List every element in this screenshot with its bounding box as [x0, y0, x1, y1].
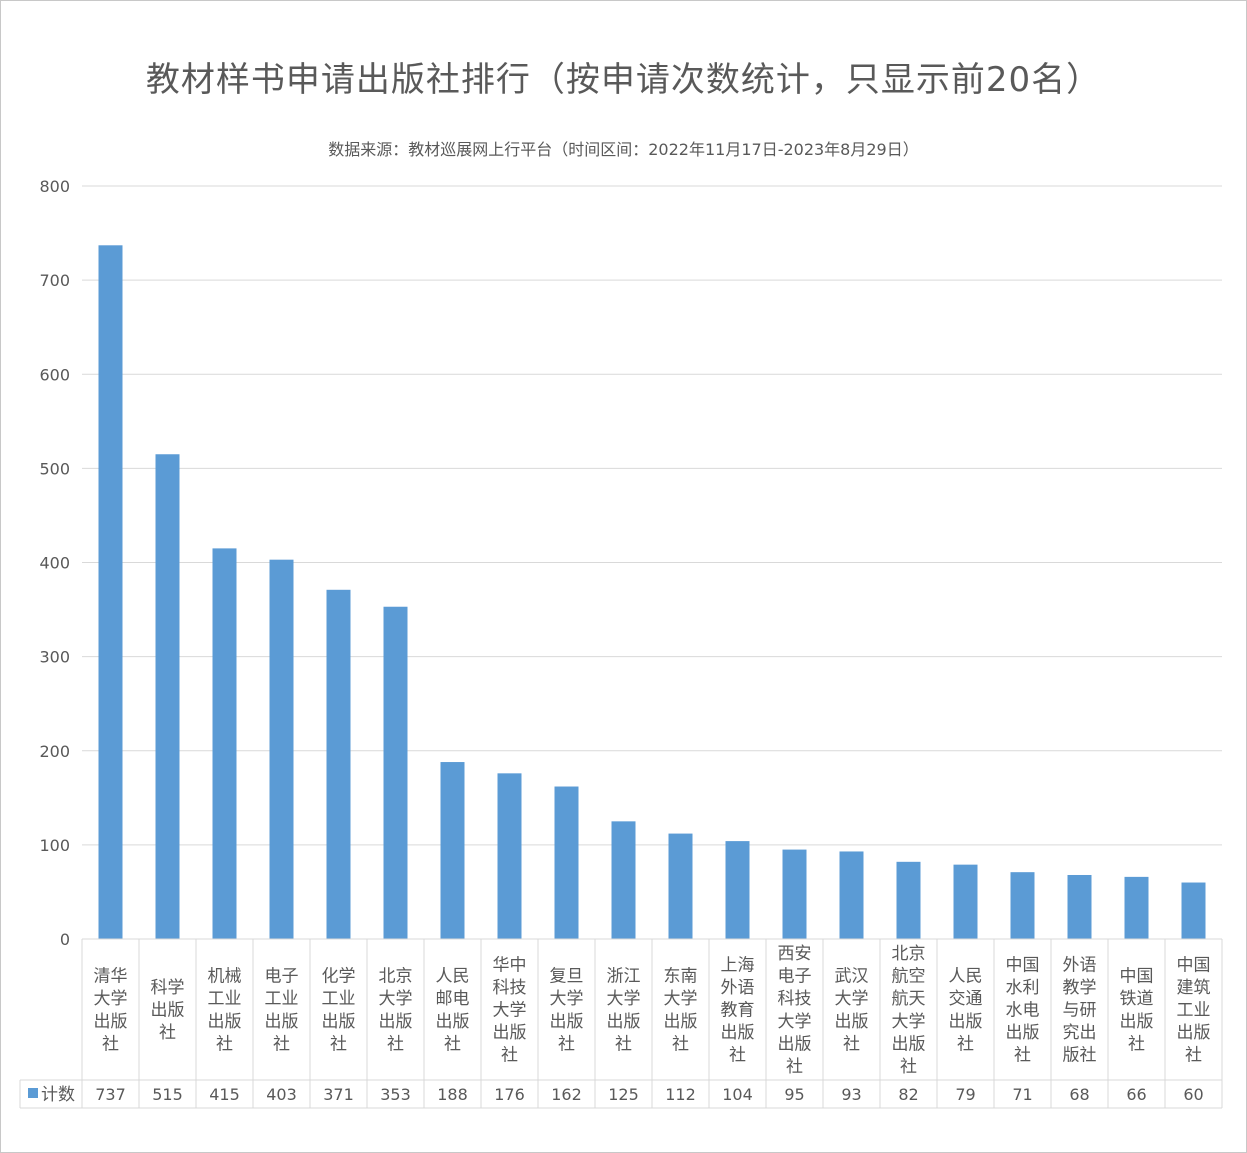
data-label: 125	[608, 1085, 639, 1104]
bar	[668, 833, 693, 939]
bar	[440, 762, 465, 939]
category-label: 复旦大学出版社	[550, 967, 584, 1055]
bar	[326, 589, 351, 939]
data-label: 104	[722, 1085, 753, 1104]
bar-series	[98, 245, 1206, 939]
data-label: 68	[1069, 1085, 1089, 1104]
bar	[782, 849, 807, 939]
category-label: 化学工业出版社	[322, 967, 356, 1055]
category-label: 电子工业出版社	[265, 967, 299, 1055]
data-label: 93	[841, 1085, 861, 1104]
data-label: 188	[437, 1085, 468, 1104]
category-label: 武汉大学出版社	[835, 967, 869, 1055]
category-label: 中国铁道出版社	[1120, 967, 1154, 1055]
data-label: 95	[784, 1085, 804, 1104]
gridlines	[82, 185, 1222, 846]
y-tick-label: 300	[39, 648, 70, 667]
bar	[896, 861, 921, 939]
y-tick-label: 600	[39, 365, 70, 384]
bar	[953, 864, 978, 939]
y-tick-label: 0	[60, 930, 70, 949]
category-label: 北京航空航天大学出版社	[892, 944, 926, 1077]
data-label: 66	[1126, 1085, 1146, 1104]
y-tick-label: 100	[39, 836, 70, 855]
y-tick-label: 400	[39, 554, 70, 573]
data-label: 176	[494, 1085, 525, 1104]
bar	[611, 821, 636, 939]
bar	[155, 454, 180, 939]
bar	[725, 841, 750, 939]
bar	[839, 851, 864, 939]
data-label: 415	[209, 1085, 240, 1104]
data-label: 82	[898, 1085, 918, 1104]
data-label: 162	[551, 1085, 582, 1104]
y-tick-label: 500	[39, 459, 70, 478]
chart-title: 教材样书申请出版社排行（按申请次数统计，只显示前20名）	[145, 60, 1102, 100]
category-label: 北京大学出版社	[379, 967, 413, 1055]
bar	[554, 786, 579, 939]
category-label: 科学出版社	[151, 978, 185, 1043]
bar	[269, 559, 294, 939]
category-label: 西安电子科技大学出版社	[778, 944, 812, 1077]
category-label: 中国水利水电出版社	[1006, 955, 1040, 1065]
category-label: 外语教学与研究出版社	[1063, 955, 1097, 1065]
data-label: 371	[323, 1085, 354, 1104]
category-label: 人民邮电出版社	[436, 967, 470, 1055]
y-tick-label: 200	[39, 742, 70, 761]
bar	[212, 548, 237, 939]
data-table: 清华大学出版社 737 科学出版社 515 机械工业出版社 415 电子工业出版社 403 化学…	[19, 938, 1223, 1109]
bar	[1181, 882, 1206, 939]
data-label: 112	[665, 1085, 696, 1104]
data-label: 737	[95, 1085, 126, 1104]
bar	[497, 773, 522, 939]
bar	[383, 606, 408, 939]
bar	[1067, 874, 1092, 939]
category-label: 上海外语教育出版社	[721, 955, 755, 1065]
data-label: 353	[380, 1085, 411, 1104]
y-tick-label: 800	[39, 177, 70, 196]
legend-label: 计数	[41, 1085, 75, 1105]
category-label: 浙江大学出版社	[607, 967, 641, 1055]
chart-subtitle: 数据来源：教材巡展网上行平台（时间区间：2022年11月17日-2023年8月2…	[328, 140, 919, 159]
category-label: 人民交通出版社	[949, 967, 983, 1055]
legend-swatch	[28, 1088, 38, 1098]
y-axis: 0 100 200 300 400 500 600 700 800	[39, 177, 70, 949]
category-label: 中国建筑工业出版社	[1177, 955, 1211, 1065]
bar	[98, 245, 123, 939]
bar	[1124, 876, 1149, 939]
category-label: 华中科技大学出版社	[493, 955, 527, 1065]
data-label: 403	[266, 1085, 297, 1104]
data-label: 515	[152, 1085, 183, 1104]
y-tick-label: 700	[39, 271, 70, 290]
category-label: 东南大学出版社	[664, 967, 698, 1055]
data-label: 60	[1183, 1085, 1203, 1104]
data-label: 71	[1012, 1085, 1032, 1104]
category-label: 机械工业出版社	[208, 967, 242, 1055]
data-label: 79	[955, 1085, 975, 1104]
bar	[1010, 872, 1035, 939]
category-label: 清华大学出版社	[94, 967, 128, 1055]
